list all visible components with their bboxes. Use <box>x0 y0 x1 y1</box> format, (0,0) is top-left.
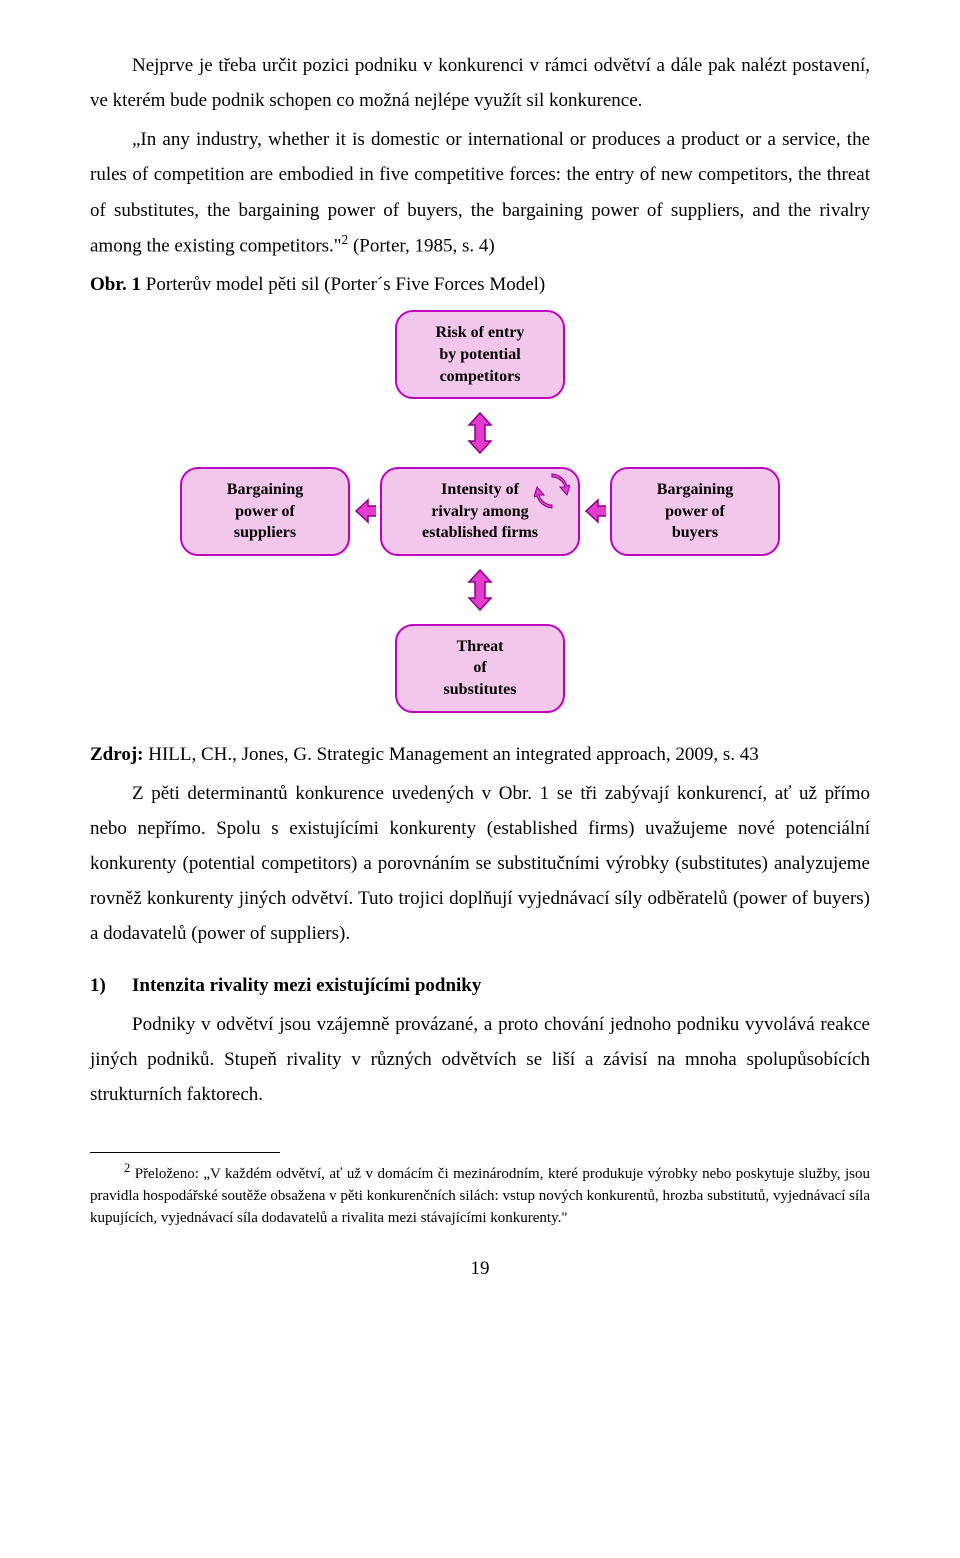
section-heading-1: 1)Intenzita rivality mezi existujícími p… <box>90 968 870 1003</box>
section-number: 1) <box>90 968 132 1003</box>
figure-caption: Obr. 1 Porterův model pěti sil (Porter´s… <box>90 267 870 302</box>
footnote-text: Přeloženo: „V každém odvětví, ať už v do… <box>90 1166 870 1226</box>
paragraph-4: Podniky v odvětví jsou vzájemně provázan… <box>90 1007 870 1112</box>
node-bargaining-suppliers: Bargaining power of suppliers <box>180 467 350 556</box>
paragraph-2: „In any industry, whether it is domestic… <box>90 122 870 263</box>
footnote-separator <box>90 1152 280 1153</box>
arrow-horizontal-right <box>584 494 606 528</box>
arrow-vertical-bottom <box>463 568 497 612</box>
source-label: Zdroj: <box>90 744 143 765</box>
source-text: HILL, CH., Jones, G. Strategic Managemen… <box>143 744 758 765</box>
five-forces-diagram: Risk of entry by potential competitors B… <box>90 310 870 712</box>
figure-label: Obr. 1 <box>90 274 141 295</box>
figure-source: Zdroj: HILL, CH., Jones, G. Strategic Ma… <box>90 737 870 772</box>
figure-title: Porterův model pěti sil (Porter´s Five F… <box>141 274 545 295</box>
section-title: Intenzita rivality mezi existujícími pod… <box>132 975 481 996</box>
node-bargaining-buyers: Bargaining power of buyers <box>610 467 780 556</box>
arrow-vertical-top <box>463 411 497 455</box>
paragraph-1: Nejprve je třeba určit pozici podniku v … <box>90 48 870 118</box>
quote-citation: (Porter, 1985, s. 4) <box>348 235 494 256</box>
page-number: 19 <box>90 1251 870 1286</box>
node-intensity-rivalry: Intensity of rivalry among established f… <box>380 467 580 556</box>
cycle-arrows-icon <box>534 473 570 509</box>
footnote-2: 2 Přeloženo: „V každém odvětví, ať už v … <box>90 1159 870 1229</box>
node-risk-of-entry: Risk of entry by potential competitors <box>395 310 565 399</box>
paragraph-3: Z pěti determinantů konkurence uvedených… <box>90 776 870 952</box>
node-threat-substitutes: Threat of substitutes <box>395 624 565 713</box>
arrow-horizontal-left <box>354 494 376 528</box>
